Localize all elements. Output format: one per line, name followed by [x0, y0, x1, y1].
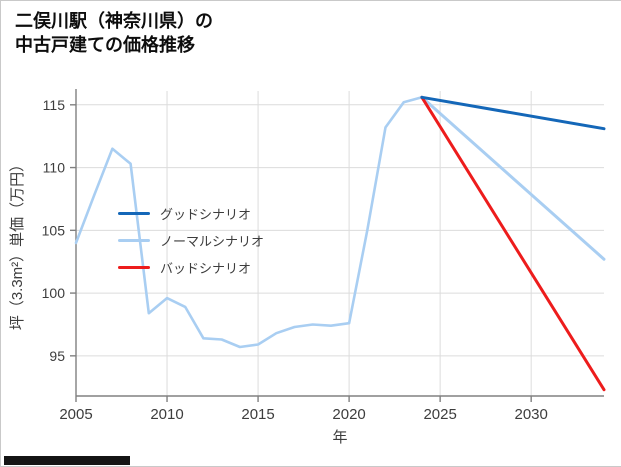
chart-legend: グッドシナリオ ノーマルシナリオ バッドシナリオ — [118, 205, 265, 276]
legend-line-good-scenario — [118, 211, 150, 215]
y-tick-label: 115 — [43, 97, 66, 113]
y-tick-label: 110 — [43, 160, 66, 176]
chart-title-line1: 二俣川駅（神奈川県）の — [15, 11, 213, 31]
chart-title: 二俣川駅（神奈川県）の 中古戸建ての価格推移 — [15, 9, 213, 58]
series-history — [74, 96, 424, 349]
chart-title-line2: 中古戸建ての価格推移 — [15, 35, 195, 56]
legend-line-normal-scenario — [118, 238, 150, 242]
legend-label-bad-scenario: バッドシナリオ — [160, 260, 252, 276]
x-axis-title: 年 — [332, 429, 347, 446]
y-tick-label: 105 — [42, 222, 66, 238]
bottom-bar — [4, 456, 130, 465]
x-tick-label: 2025 — [423, 406, 456, 423]
y-axis-title: 坪（3.3m²）単価（万円） — [9, 157, 26, 330]
x-tick-label: 2020 — [332, 406, 365, 423]
legend-label-normal-scenario: ノーマルシナリオ — [160, 233, 265, 249]
series-good-scenario — [420, 95, 606, 131]
x-tick-label: 2010 — [150, 406, 183, 423]
y-tick-label: 100 — [42, 285, 66, 301]
series-normal-scenario — [420, 95, 606, 261]
legend-line-bad-scenario — [118, 265, 150, 269]
y-tick-label: 95 — [49, 348, 65, 364]
x-tick-label: 2015 — [241, 406, 274, 423]
legend-item-normal-scenario: ノーマルシナリオ — [118, 232, 265, 249]
legend-item-bad-scenario: バッドシナリオ — [118, 259, 264, 276]
legend-item-good-scenario: グッドシナリオ — [118, 205, 264, 222]
legend-label-good-scenario: グッドシナリオ — [160, 206, 252, 222]
x-tick-label: 2005 — [59, 406, 92, 423]
series-bad-scenario — [420, 95, 606, 392]
x-tick-label: 2030 — [514, 406, 547, 423]
